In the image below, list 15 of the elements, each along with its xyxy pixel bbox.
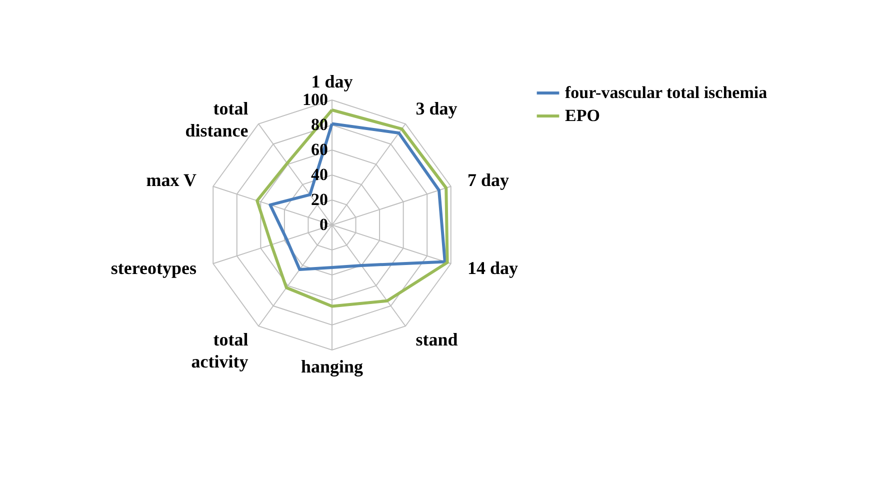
spoke-label: stand xyxy=(416,329,458,350)
spoke-label: max V xyxy=(146,170,196,190)
y-tick-label: 0 xyxy=(320,215,328,234)
y-tick-label: 100 xyxy=(302,90,328,109)
spoke-label: 3 day xyxy=(416,98,458,119)
spoke-label: total activity xyxy=(191,329,248,372)
y-tick-label: 20 xyxy=(311,190,328,209)
legend-label: EPO xyxy=(565,106,600,125)
spoke-label: stereotypes xyxy=(110,258,196,278)
legend-label: four-vascular total ischemia xyxy=(565,83,768,102)
spoke-label: total distance xyxy=(185,98,248,141)
spoke-label: 14 day xyxy=(468,258,518,278)
spoke-label: 1 day xyxy=(311,72,353,92)
spoke-label: 7 day xyxy=(468,170,510,190)
spoke-label: hanging xyxy=(300,356,364,376)
